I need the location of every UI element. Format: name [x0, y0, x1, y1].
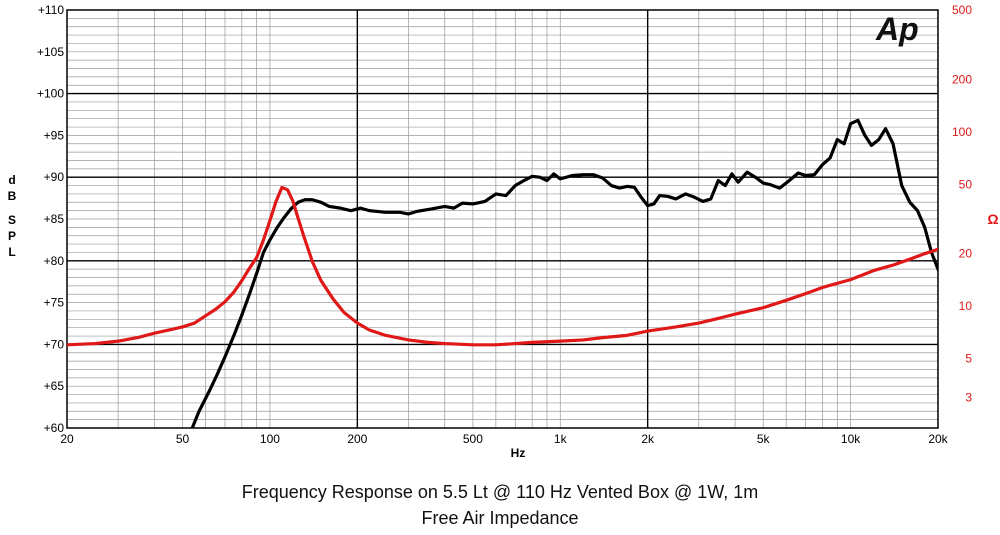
y-tick-label-right: 10 — [959, 299, 973, 313]
x-tick-label: 200 — [347, 432, 367, 446]
y-tick-label-right: 3 — [965, 390, 972, 404]
x-tick-label: 500 — [463, 432, 483, 446]
minor-grid — [67, 10, 938, 428]
y-axis-label-letter: d — [8, 173, 15, 187]
y-tick-label-left: +70 — [44, 337, 65, 351]
y-tick-label-right: 20 — [959, 247, 973, 261]
impedance-series-line — [67, 185, 938, 347]
y-axis-label-letter: B — [8, 189, 17, 203]
x-tick-label: 20 — [60, 432, 74, 446]
y-tick-label-left: +95 — [44, 128, 65, 142]
y-tick-label-right: 100 — [952, 125, 972, 139]
y-tick-label-left: +85 — [44, 212, 65, 226]
frequency-response-chart: +110 +105 +100 +95 +90 +85 +80 +75 +70 +65 +60 500… — [8, 3, 999, 460]
x-tick-label: 10k — [841, 432, 861, 446]
plot-frame — [66, 9, 939, 429]
y-tick-label-right: 500 — [952, 3, 972, 17]
x-tick-label: 5k — [757, 432, 771, 446]
spl-series-line — [190, 118, 938, 428]
caption-line-1: Frequency Response on 5.5 Lt @ 110 Hz Ve… — [241, 482, 759, 502]
y-tick-label-right: 200 — [952, 72, 972, 86]
x-axis-label: Hz — [511, 446, 526, 460]
y-axis-label-letter: L — [8, 245, 15, 259]
y-tick-label-left: +65 — [44, 379, 65, 393]
x-axis-ticks: 20 50 100 200 500 1k 2k 5k 10k 20k — [60, 432, 948, 446]
x-tick-label: 50 — [176, 432, 190, 446]
y-tick-label-left: +80 — [44, 254, 65, 268]
x-tick-label: 20k — [928, 432, 948, 446]
x-tick-label: 100 — [260, 432, 280, 446]
y-axis-label-letter: P — [8, 229, 16, 243]
left-axis-ticks: +110 +105 +100 +95 +90 +85 +80 +75 +70 +65 +60 — [37, 3, 64, 435]
y-tick-label-left: +110 — [38, 3, 64, 17]
y-tick-label-right: 5 — [965, 352, 972, 366]
y-axis-label-letter: S — [8, 213, 16, 227]
y-tick-label-left: +100 — [37, 87, 64, 101]
x-tick-label: 2k — [641, 432, 655, 446]
y-tick-label-left: +75 — [44, 296, 65, 310]
caption-line-2: Free Air Impedance — [421, 508, 579, 528]
y-tick-label-right: 50 — [959, 177, 973, 191]
y-tick-label-left: +60 — [44, 421, 65, 435]
x-tick-label: 1k — [554, 432, 568, 446]
y-axis-label-right: Ω — [987, 211, 998, 227]
y-tick-label-left: +90 — [44, 170, 65, 184]
ap-logo: Ap — [875, 11, 919, 47]
series-layer — [67, 118, 938, 428]
y-tick-label-left: +105 — [37, 45, 64, 59]
right-axis-ticks: 500 200 100 50 20 10 5 3 — [952, 3, 972, 404]
